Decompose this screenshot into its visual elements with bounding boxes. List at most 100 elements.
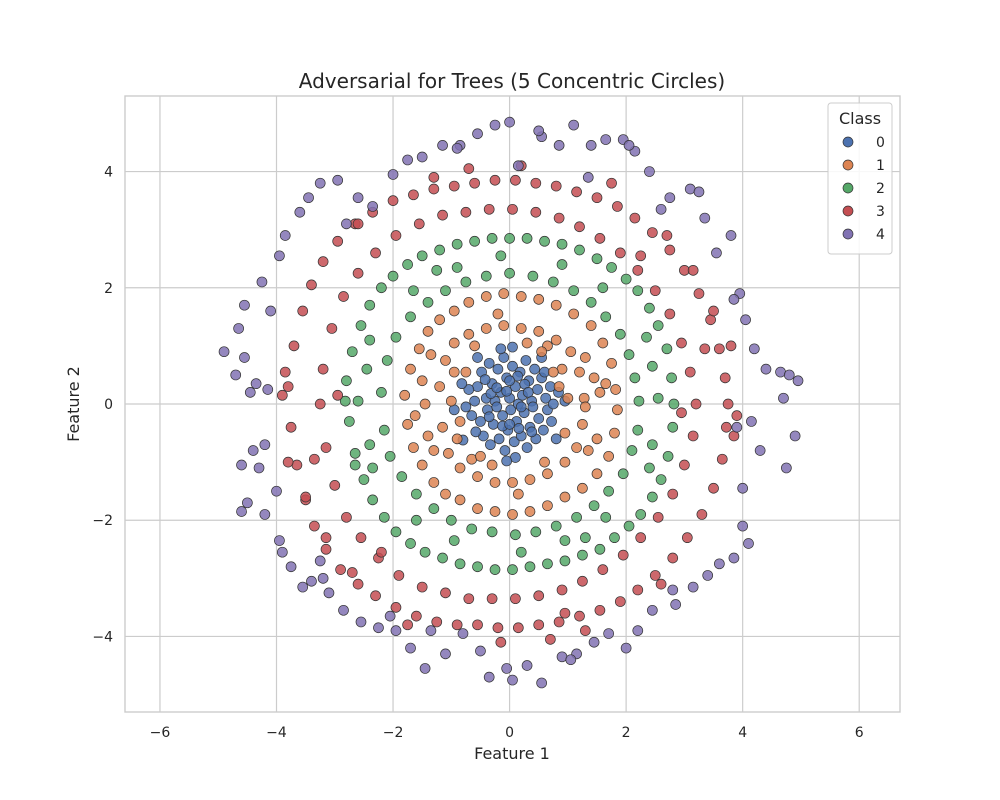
scatter-point-class-1 xyxy=(448,366,460,378)
scatter-point-class-2 xyxy=(530,526,542,538)
scatter-point-class-2 xyxy=(364,334,376,346)
scatter-point-class-2 xyxy=(515,546,527,558)
scatter-point-class-0 xyxy=(547,398,559,410)
scatter-point-class-3 xyxy=(614,247,626,259)
scatter-point-class-4 xyxy=(218,346,230,358)
scatter-point-class-4 xyxy=(743,538,754,549)
scatter-point-class-0 xyxy=(472,352,483,363)
scatter-point-class-3 xyxy=(451,619,463,631)
scatter-point-class-3 xyxy=(629,212,641,224)
scatter-point-class-2 xyxy=(507,564,518,575)
scatter-point-class-4 xyxy=(236,506,247,517)
scatter-point-class-0 xyxy=(515,401,527,413)
scatter-point-class-2 xyxy=(434,244,446,256)
scatter-point-class-4 xyxy=(789,430,801,442)
scatter-point-class-0 xyxy=(505,404,517,416)
scatter-point-class-2 xyxy=(559,535,571,546)
scatter-point-class-3 xyxy=(699,343,711,355)
scatter-point-class-2 xyxy=(381,355,393,366)
scatter-point-class-3 xyxy=(664,244,676,256)
scatter-point-class-3 xyxy=(288,340,300,352)
scatter-point-class-1 xyxy=(539,456,550,468)
scatter-point-class-2 xyxy=(600,511,612,523)
scatter-point-class-3 xyxy=(510,174,521,186)
scatter-point-class-2 xyxy=(411,514,422,526)
scatter-point-class-2 xyxy=(376,282,387,294)
scatter-point-class-0 xyxy=(466,410,478,421)
scatter-point-class-0 xyxy=(521,442,533,453)
scatter-point-class-2 xyxy=(405,538,416,549)
scatter-point-class-3 xyxy=(553,616,565,628)
scatter-point-class-3 xyxy=(612,201,623,212)
scatter-point-class-2 xyxy=(568,285,580,297)
scatter-point-class-2 xyxy=(428,503,440,514)
legend-label-class-4: 4 xyxy=(876,227,885,243)
scatter-point-class-2 xyxy=(419,546,431,558)
scatter-point-class-4 xyxy=(699,212,711,224)
scatter-point-class-3 xyxy=(338,291,349,302)
scatter-point-class-0 xyxy=(550,433,562,445)
scatter-point-class-2 xyxy=(387,270,399,282)
legend-marker-class-3 xyxy=(842,205,854,217)
legend-label-class-2: 2 xyxy=(876,181,885,197)
scatter-point-class-1 xyxy=(434,381,446,392)
scatter-point-class-3 xyxy=(597,564,609,575)
scatter-point-class-2 xyxy=(364,439,376,451)
scatter-point-class-1 xyxy=(448,337,460,349)
scatter-point-class-0 xyxy=(483,411,495,423)
scatter-point-class-0 xyxy=(532,384,543,395)
scatter-point-class-2 xyxy=(504,233,515,244)
scatter-point-class-3 xyxy=(492,622,504,634)
scatter-point-class-0 xyxy=(520,355,532,366)
scatter-point-class-3 xyxy=(317,256,329,267)
scatter-point-class-2 xyxy=(606,262,617,273)
scatter-point-class-2 xyxy=(609,532,620,544)
scatter-point-class-1 xyxy=(533,294,545,305)
scatter-point-class-1 xyxy=(542,500,553,512)
scatter-point-class-2 xyxy=(646,360,658,372)
scatter-point-class-4 xyxy=(247,445,259,456)
scatter-point-class-3 xyxy=(495,636,507,648)
x-tick-label: −6 xyxy=(150,725,171,741)
scatter-point-class-2 xyxy=(486,233,498,244)
scatter-point-class-3 xyxy=(550,180,562,192)
scatter-point-class-3 xyxy=(440,587,451,599)
scatter-point-class-4 xyxy=(279,230,291,241)
scatter-point-class-2 xyxy=(579,532,591,544)
scatter-point-class-0 xyxy=(497,410,508,421)
scatter-point-class-0 xyxy=(507,360,518,372)
scatter-point-class-3 xyxy=(370,247,381,259)
scatter-point-class-1 xyxy=(591,433,603,445)
scatter-point-class-1 xyxy=(475,450,486,462)
scatter-point-class-3 xyxy=(413,218,425,230)
scatter-point-class-1 xyxy=(428,445,440,456)
scatter-point-class-3 xyxy=(655,578,667,590)
plot-frame xyxy=(124,95,901,713)
scatter-point-class-1 xyxy=(492,308,504,320)
scatter-point-class-2 xyxy=(559,555,571,567)
scatter-point-class-1 xyxy=(524,474,536,485)
scatter-point-class-3 xyxy=(716,453,728,465)
scatter-point-class-3 xyxy=(355,532,367,544)
scatter-point-class-4 xyxy=(451,142,463,154)
scatter-point-class-0 xyxy=(527,401,539,413)
scatter-point-class-1 xyxy=(498,320,510,331)
scatter-point-class-2 xyxy=(632,285,644,297)
scatter-point-class-3 xyxy=(617,549,629,561)
scatter-point-class-2 xyxy=(358,474,370,485)
scatter-point-class-1 xyxy=(440,355,451,366)
y-tick-label: 2 xyxy=(104,281,113,297)
scatter-point-class-2 xyxy=(402,259,413,270)
scatter-point-class-3 xyxy=(667,488,679,500)
scatter-point-class-4 xyxy=(536,677,547,689)
scatter-point-class-4 xyxy=(792,375,804,387)
legend-marker-class-2 xyxy=(842,182,854,194)
scatter-point-class-1 xyxy=(600,378,612,390)
scatter-point-class-1 xyxy=(402,418,413,430)
scatter-point-class-2 xyxy=(539,235,550,247)
scatter-point-class-2 xyxy=(489,564,501,575)
scatter-point-class-2 xyxy=(629,372,641,384)
scatter-point-class-3 xyxy=(667,552,679,564)
scatter-point-class-3 xyxy=(696,509,708,520)
scatter-point-class-2 xyxy=(547,276,559,288)
